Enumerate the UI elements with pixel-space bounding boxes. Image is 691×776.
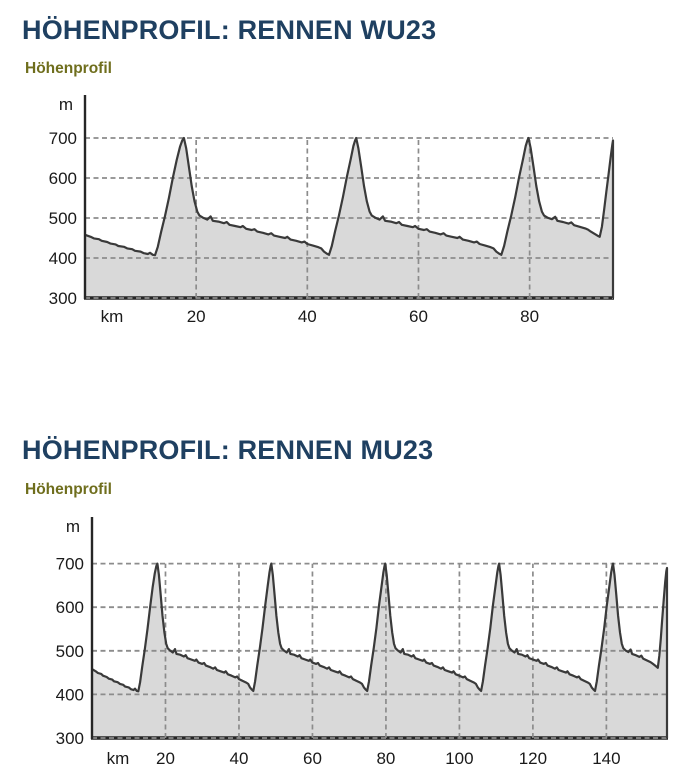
y-tick-labels: 300 400 500 600 700: [49, 129, 77, 308]
x-unit-label: km: [107, 749, 130, 768]
x-tick-label: 60: [303, 749, 322, 768]
elevation-chart-mu23: 300 400 500 600 700 m 20 40 60 80 100 120 140 km: [56, 517, 669, 768]
x-tick-label: 120: [519, 749, 547, 768]
x-tick-label: 100: [445, 749, 473, 768]
y-tick-label: 300: [49, 289, 77, 308]
gridlines: [92, 562, 667, 739]
y-unit-label: m: [59, 95, 73, 114]
chart-title-mu23: Höhenprofil: [25, 481, 112, 498]
section-title-wu23: HÖHENPROFIL: RENNEN WU23: [22, 15, 437, 45]
section-title-mu23: HÖHENPROFIL: RENNEN MU23: [22, 435, 434, 465]
y-unit-label: m: [66, 517, 80, 536]
y-tick-label: 600: [56, 598, 84, 617]
y-tick-label: 400: [49, 249, 77, 268]
profile-line: [84, 136, 615, 298]
y-tick-labels: 300 400 500 600 700: [56, 555, 84, 748]
x-tick-labels: 20 40 60 80: [187, 307, 539, 326]
y-tick-label: 300: [56, 729, 84, 748]
x-tick-label: 20: [156, 749, 175, 768]
y-tick-label: 400: [56, 685, 84, 704]
x-tick-label: 140: [592, 749, 620, 768]
x-tick-label: 80: [376, 749, 395, 768]
y-tick-label: 600: [49, 169, 77, 188]
chart-title-wu23: Höhenprofil: [25, 60, 112, 77]
x-tick-label: 40: [298, 307, 317, 326]
y-tick-label: 500: [49, 209, 77, 228]
x-tick-label: 40: [230, 749, 249, 768]
elevation-chart-wu23: 300 400 500 600 700 m 20 40 60 80 km: [49, 95, 615, 326]
y-tick-label: 700: [49, 129, 77, 148]
x-unit-label: km: [101, 307, 124, 326]
x-tick-label: 60: [409, 307, 428, 326]
y-tick-label: 500: [56, 642, 84, 661]
profile-line: [91, 562, 669, 738]
x-tick-label: 20: [187, 307, 206, 326]
x-tick-labels: 20 40 60 80 100 120 140: [156, 749, 621, 768]
y-tick-label: 700: [56, 555, 84, 574]
x-tick-label: 80: [520, 307, 539, 326]
profile-area: [92, 563, 667, 738]
